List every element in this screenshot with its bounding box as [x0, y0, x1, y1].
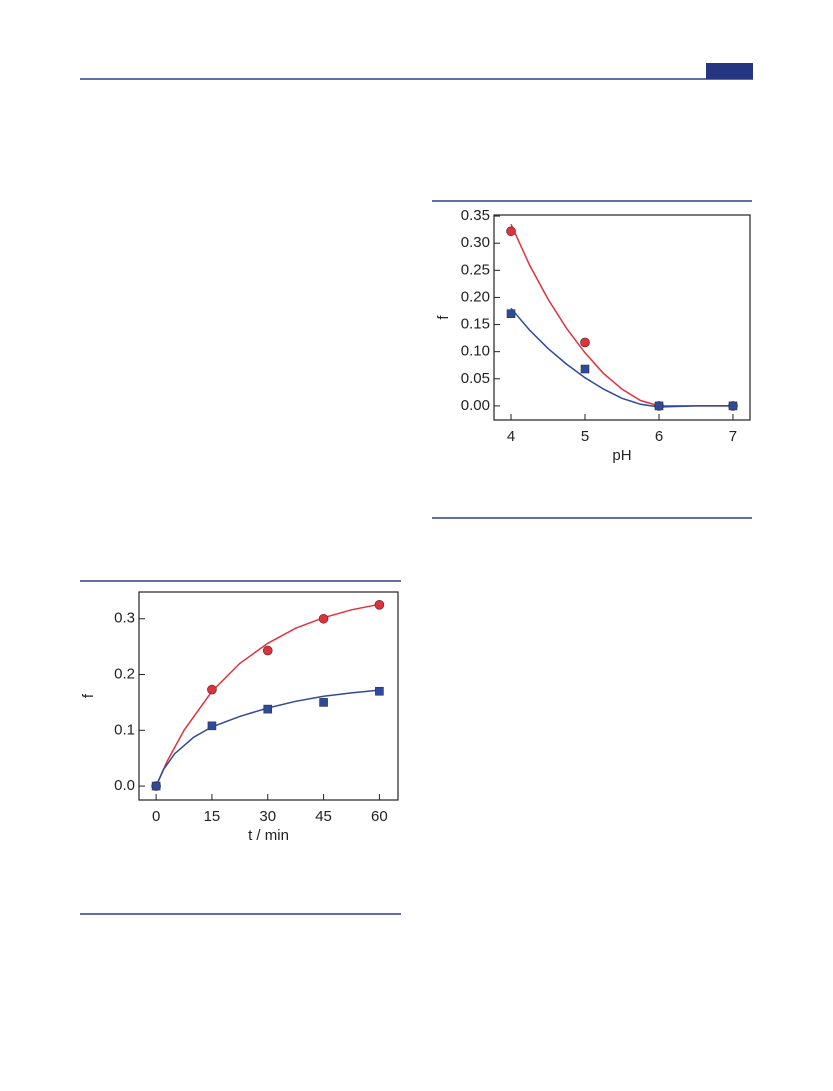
data-point: [506, 226, 516, 237]
x-tick-label: 4: [507, 428, 515, 445]
x-tick-label: 15: [204, 808, 221, 825]
fit-line: [155, 689, 380, 787]
data-point: [262, 645, 273, 656]
header-tab: [706, 63, 753, 79]
x-tick-label: 0: [152, 808, 160, 825]
x-tick-label: 30: [259, 808, 276, 825]
y-tick-label: 0.10: [461, 343, 490, 360]
y-tick-label: 0.3: [114, 610, 135, 627]
data-point: [506, 309, 516, 319]
y-tick-label: 0.15: [461, 316, 490, 333]
data-point: [319, 698, 328, 707]
y-tick-label: 0.0: [114, 777, 135, 794]
x-axis-label: t / min: [248, 827, 289, 844]
y-tick-label: 0.05: [461, 370, 490, 387]
x-tick-label: 60: [371, 808, 388, 825]
x-tick-label: 5: [581, 428, 589, 445]
data-point: [151, 781, 161, 791]
y-axis-label: f: [80, 693, 97, 698]
fit-line: [510, 307, 733, 408]
data-point: [263, 704, 273, 714]
plot-frame: [493, 214, 751, 421]
y-tick-label: 0.35: [461, 207, 490, 224]
data-point: [375, 686, 384, 696]
x-axis-label: pH: [612, 447, 631, 464]
x-tick-label: 45: [315, 808, 332, 825]
data-point: [728, 401, 738, 411]
y-tick-label: 0.2: [114, 665, 135, 682]
y-tick-label: 0.20: [461, 288, 490, 305]
data-point: [207, 721, 217, 731]
x-tick-label: 6: [655, 428, 663, 445]
plot-frame: [138, 591, 399, 801]
y-axis-label: f: [435, 315, 452, 320]
y-tick-label: 0.30: [461, 234, 490, 251]
y-tick-label: 0.25: [461, 261, 490, 278]
fit-line: [155, 603, 380, 787]
data-point: [580, 337, 590, 348]
x-tick-label: 7: [729, 428, 737, 445]
data-point: [374, 600, 385, 610]
data-point: [654, 401, 664, 411]
data-point: [207, 684, 217, 695]
y-tick-label: 0.1: [114, 721, 135, 738]
fit-line: [510, 223, 733, 407]
y-tick-label: 0.00: [461, 397, 490, 414]
data-point: [318, 613, 329, 624]
data-point: [580, 364, 590, 374]
